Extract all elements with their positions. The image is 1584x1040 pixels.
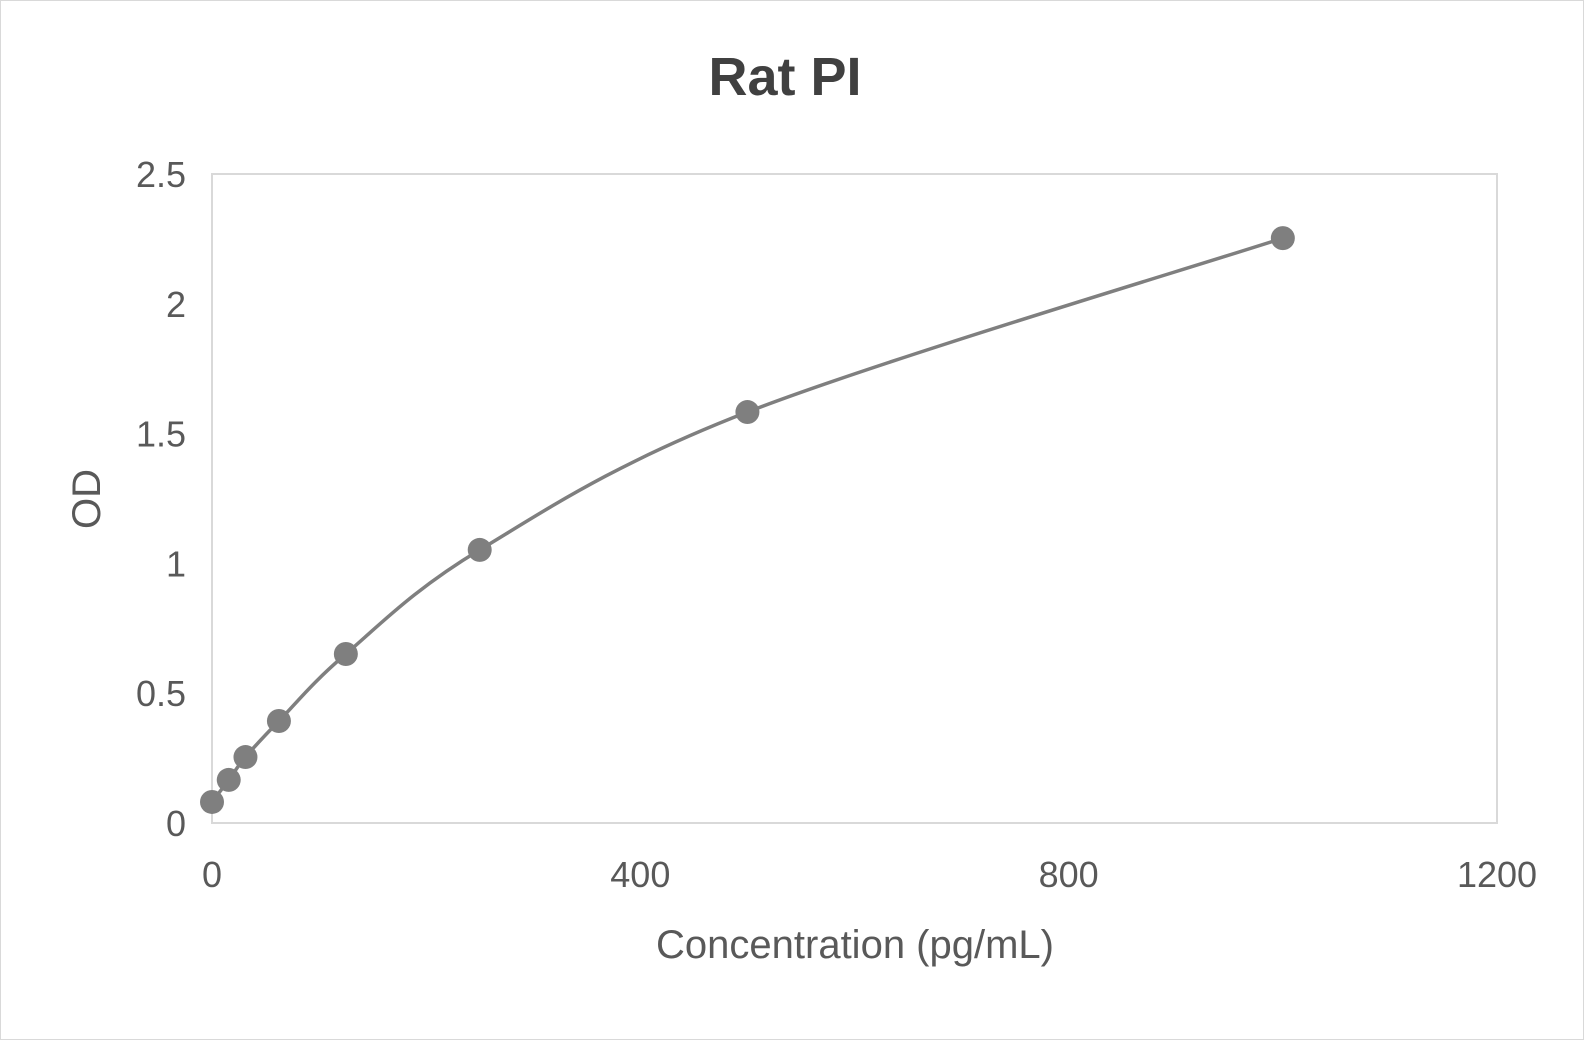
data-point: [200, 789, 224, 814]
x-tick-label: 400: [610, 854, 670, 895]
data-point: [1270, 226, 1295, 251]
data-point: [233, 745, 258, 770]
y-tick-label: 2.5: [136, 154, 186, 195]
y-tick-label: 0: [166, 803, 186, 844]
x-axis-label: Concentration (pg/mL): [656, 923, 1054, 967]
data-point: [735, 400, 760, 425]
x-tick-label: 800: [1039, 854, 1099, 895]
chart-title: Rat PI: [708, 47, 861, 107]
y-tick-label: 1.5: [136, 414, 186, 455]
data-point: [266, 708, 291, 733]
y-axis-label: OD: [65, 469, 109, 529]
data-point: [216, 767, 241, 792]
y-tick-label: 2: [166, 284, 186, 325]
data-point: [333, 642, 358, 667]
x-tick-label: 1200: [1457, 854, 1537, 895]
x-tick-label: 0: [202, 854, 222, 895]
y-tick-label: 0.5: [136, 673, 186, 714]
y-tick-label: 1: [166, 543, 186, 584]
plot-area: [211, 173, 1498, 824]
series-line: [210, 236, 1284, 804]
data-point: [467, 537, 492, 562]
